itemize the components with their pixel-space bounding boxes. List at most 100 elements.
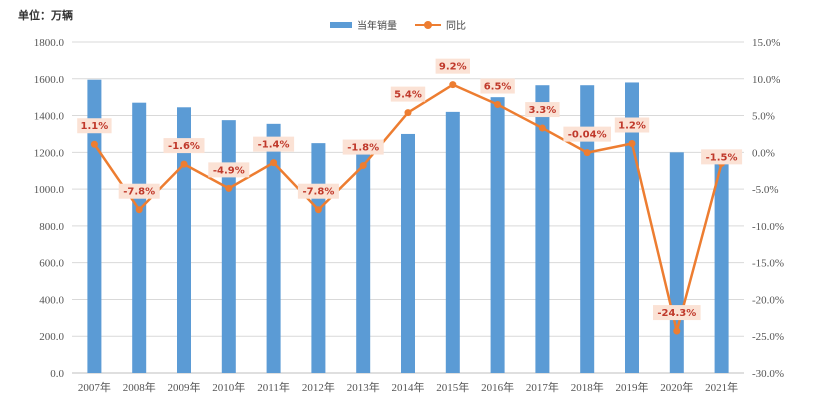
data-label: -1.5%: [706, 152, 738, 163]
x-tick-label: 2016年: [481, 380, 514, 394]
data-label: -1.8%: [347, 143, 379, 154]
legend-item-line: 同比: [415, 17, 466, 32]
data-label: 9.2%: [439, 62, 467, 73]
line-point: [449, 81, 457, 89]
data-label-bg: [614, 117, 650, 133]
x-tick-label: 2019年: [616, 380, 649, 394]
x-tick-label: 2012年: [302, 380, 335, 394]
line-point: [270, 159, 278, 167]
data-label-bg: [163, 138, 205, 154]
y-left-tick-label: 0.0: [50, 368, 64, 380]
y-right-tick-label: -20.0%: [752, 294, 784, 306]
bar: [490, 97, 505, 374]
y-right-tick-label: -15.0%: [752, 258, 784, 270]
data-label: 5.4%: [394, 90, 422, 101]
x-tick-label: 2009年: [168, 380, 201, 394]
y-left-tick-label: 800.0: [39, 221, 64, 233]
data-label-bg: [342, 139, 384, 155]
data-label-bg: [390, 86, 426, 102]
x-tick-label: 2015年: [436, 380, 469, 394]
x-tick-label: 2017年: [526, 380, 559, 394]
y-right-tick-label: -10.0%: [752, 221, 784, 233]
bar: [669, 152, 684, 373]
line-point: [404, 109, 412, 117]
x-tick-label: 2020年: [660, 380, 693, 394]
data-label-bg: [701, 149, 743, 165]
x-tick-label: 2014年: [392, 380, 425, 394]
data-label-bg: [77, 118, 112, 134]
bar: [535, 85, 550, 373]
y-left-tick-label: 1400.0: [34, 111, 65, 123]
line-point: [628, 140, 636, 148]
y-right-tick-label: 10.0%: [752, 74, 780, 86]
line-point: [225, 184, 233, 192]
data-label: 1.1%: [81, 121, 109, 132]
data-label-bg: [653, 305, 701, 321]
data-label: 6.5%: [484, 82, 512, 93]
x-tick-label: 2013年: [347, 380, 380, 394]
x-tick-label: 2008年: [123, 380, 156, 394]
data-label: -4.9%: [213, 165, 245, 176]
data-label-bg: [525, 102, 560, 118]
x-tick-label: 2018年: [571, 380, 604, 394]
line-point: [673, 327, 681, 335]
data-label: -7.8%: [302, 187, 334, 198]
y-right-tick-label: 0.0%: [752, 147, 775, 159]
legend-bar-swatch: [330, 21, 352, 28]
legend: 当年销量 同比: [330, 17, 466, 32]
y-left-tick-label: 1600.0: [34, 74, 65, 86]
data-label: -0.04%: [568, 130, 607, 141]
legend-item-bar: 当年销量: [330, 17, 397, 32]
y-right-tick-label: -30.0%: [752, 368, 784, 380]
data-label-bg: [297, 183, 339, 199]
x-tick-label: 2021年: [705, 380, 738, 394]
y-right-tick-label: -25.0%: [752, 331, 784, 343]
bar: [87, 79, 102, 374]
line-point: [538, 124, 546, 132]
y-left-tick-label: 1800.0: [34, 37, 65, 49]
line-point: [583, 149, 591, 157]
y-left-tick-label: 200.0: [39, 331, 64, 343]
data-label: -1.4%: [258, 140, 290, 151]
line-point: [314, 206, 322, 214]
y-left-tick-label: 1200.0: [34, 147, 65, 159]
data-label-bg: [435, 58, 470, 74]
bar: [714, 156, 729, 373]
data-label-bg: [208, 162, 250, 178]
line-point: [359, 162, 367, 170]
line-point: [180, 160, 188, 168]
data-label-bg: [253, 136, 295, 152]
line-point: [494, 101, 502, 109]
y-left-tick-label: 600.0: [39, 258, 64, 270]
bar: [221, 120, 236, 374]
legend-bar-label: 当年销量: [357, 21, 397, 32]
bar: [177, 107, 191, 374]
bar: [445, 111, 460, 373]
bar: [356, 147, 371, 373]
bar: [132, 102, 147, 373]
legend-line-label: 同比: [446, 21, 466, 32]
bar: [401, 133, 415, 373]
data-label: 3.3%: [529, 105, 557, 116]
legend-line-swatch: [415, 20, 441, 29]
y-right-tick-label: 15.0%: [752, 37, 780, 49]
data-label-bg: [480, 78, 515, 94]
x-tick-label: 2007年: [78, 380, 111, 394]
data-label-bg: [563, 126, 611, 142]
bar: [311, 143, 326, 373]
data-label: -24.3%: [657, 308, 696, 319]
line-point: [135, 206, 143, 214]
y-right-tick-label: -5.0%: [752, 184, 779, 196]
y-left-tick-label: 400.0: [39, 294, 64, 306]
data-label: 1.2%: [618, 121, 646, 132]
x-tick-label: 2011年: [257, 380, 290, 394]
data-label: -1.6%: [168, 141, 200, 152]
data-label-bg: [118, 183, 160, 199]
y-left-tick-label: 1000.0: [34, 184, 65, 196]
y-right-tick-label: 5.0%: [752, 111, 775, 123]
bar: [266, 123, 281, 373]
bar: [580, 85, 595, 373]
line-point: [90, 140, 98, 148]
